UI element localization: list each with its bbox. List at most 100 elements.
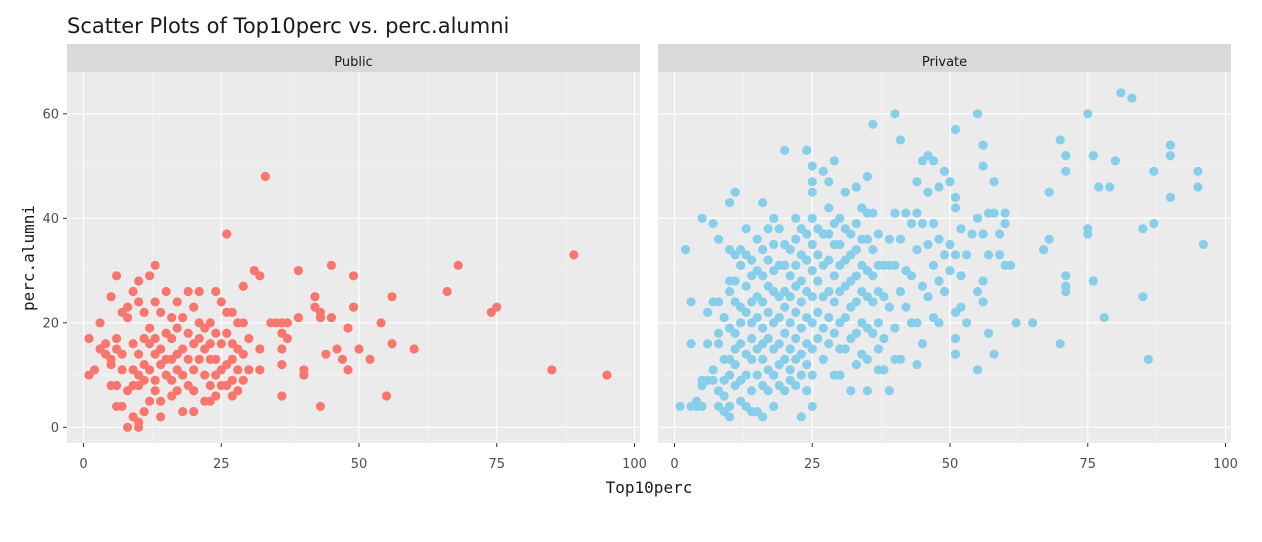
data-point-public [183, 328, 193, 338]
data-point-private [956, 271, 966, 281]
data-point-private [950, 203, 961, 213]
data-point-private [972, 286, 983, 297]
data-point-public [205, 318, 215, 328]
data-point-private [1198, 239, 1209, 250]
data-point-private [884, 234, 895, 244]
data-point-private [802, 229, 812, 239]
data-point-private [780, 145, 790, 155]
data-point-private [978, 161, 988, 171]
data-point-public [332, 344, 342, 354]
data-point-private [785, 344, 795, 354]
data-point-private [950, 333, 961, 344]
data-point-private [934, 182, 944, 192]
data-point-private [730, 187, 740, 197]
data-point-private [1083, 229, 1093, 239]
data-point-private [769, 401, 779, 412]
data-point-private [851, 297, 861, 307]
data-point-private [1044, 234, 1054, 244]
data-point-private [917, 218, 928, 229]
data-point-private [840, 312, 850, 323]
data-point-public [343, 323, 353, 333]
data-point-private [890, 208, 900, 218]
facet-strip-public [67, 44, 640, 72]
data-point-public [189, 407, 199, 417]
data-point-public [194, 286, 204, 297]
data-point-private [741, 281, 751, 291]
data-point-private [758, 354, 768, 364]
data-point-public [156, 396, 166, 406]
data-point-private [780, 328, 790, 338]
data-point-public [365, 354, 375, 364]
data-point-private [912, 245, 922, 255]
data-point-private [708, 375, 718, 385]
data-point-private [824, 339, 834, 349]
data-point-private [714, 339, 724, 349]
data-point-private [780, 260, 790, 270]
data-point-public [167, 333, 177, 344]
data-point-private [1149, 218, 1159, 229]
data-point-private [807, 292, 817, 302]
data-point-private [769, 213, 779, 223]
data-point-public [167, 312, 177, 323]
data-point-private [1127, 93, 1137, 103]
facet-label-public: Public [334, 55, 372, 70]
data-point-private [763, 224, 773, 234]
data-point-private [906, 218, 917, 229]
data-point-private [725, 370, 735, 380]
data-point-private [1011, 318, 1021, 328]
facet-strip-private [658, 44, 1231, 72]
data-point-public [205, 380, 215, 391]
data-point-private [1055, 339, 1065, 349]
data-point-private [813, 333, 823, 344]
data-point-public [211, 286, 221, 297]
data-point-private [758, 198, 768, 208]
data-point-private [1110, 156, 1120, 166]
data-point-public [145, 323, 155, 333]
x-tick-label: 25 [804, 457, 821, 472]
data-point-private [912, 208, 922, 218]
data-point-private [680, 245, 691, 255]
data-point-public [326, 312, 337, 323]
chart-title: Scatter Plots of Top10perc vs. perc.alum… [67, 14, 510, 38]
data-point-private [813, 307, 823, 317]
data-point-public [227, 354, 237, 364]
data-point-public [381, 391, 392, 401]
data-point-private [802, 386, 812, 396]
data-point-private [813, 250, 823, 260]
data-point-public [376, 318, 386, 328]
data-point-private [1165, 140, 1175, 150]
data-point-private [791, 307, 801, 317]
data-point-private [774, 224, 784, 234]
data-point-private [1116, 88, 1126, 98]
data-point-private [714, 297, 724, 307]
data-point-private [758, 323, 768, 333]
data-point-public [238, 281, 248, 291]
data-point-public [315, 401, 326, 412]
data-point-public [123, 302, 133, 312]
data-point-public [84, 333, 94, 344]
data-point-private [923, 239, 933, 250]
data-point-private [736, 339, 746, 349]
data-point-private [961, 250, 972, 260]
data-point-public [150, 297, 160, 307]
data-point-private [791, 234, 801, 244]
data-point-public [238, 318, 248, 328]
data-point-public [117, 365, 127, 375]
data-point-private [1039, 245, 1049, 255]
data-point-public [315, 307, 326, 317]
data-point-public [178, 344, 188, 354]
x-tick-label: 0 [79, 457, 87, 472]
data-point-private [791, 380, 801, 391]
data-point-private [868, 328, 878, 338]
data-point-public [150, 375, 160, 385]
data-point-private [752, 234, 762, 244]
data-point-private [1138, 224, 1148, 234]
data-point-private [879, 333, 889, 344]
data-point-private [758, 297, 768, 307]
data-point-private [851, 271, 861, 281]
data-point-public [189, 302, 199, 312]
data-point-private [769, 370, 779, 380]
data-point-private [769, 239, 779, 250]
data-point-private [1193, 166, 1203, 176]
data-point-private [895, 286, 906, 297]
